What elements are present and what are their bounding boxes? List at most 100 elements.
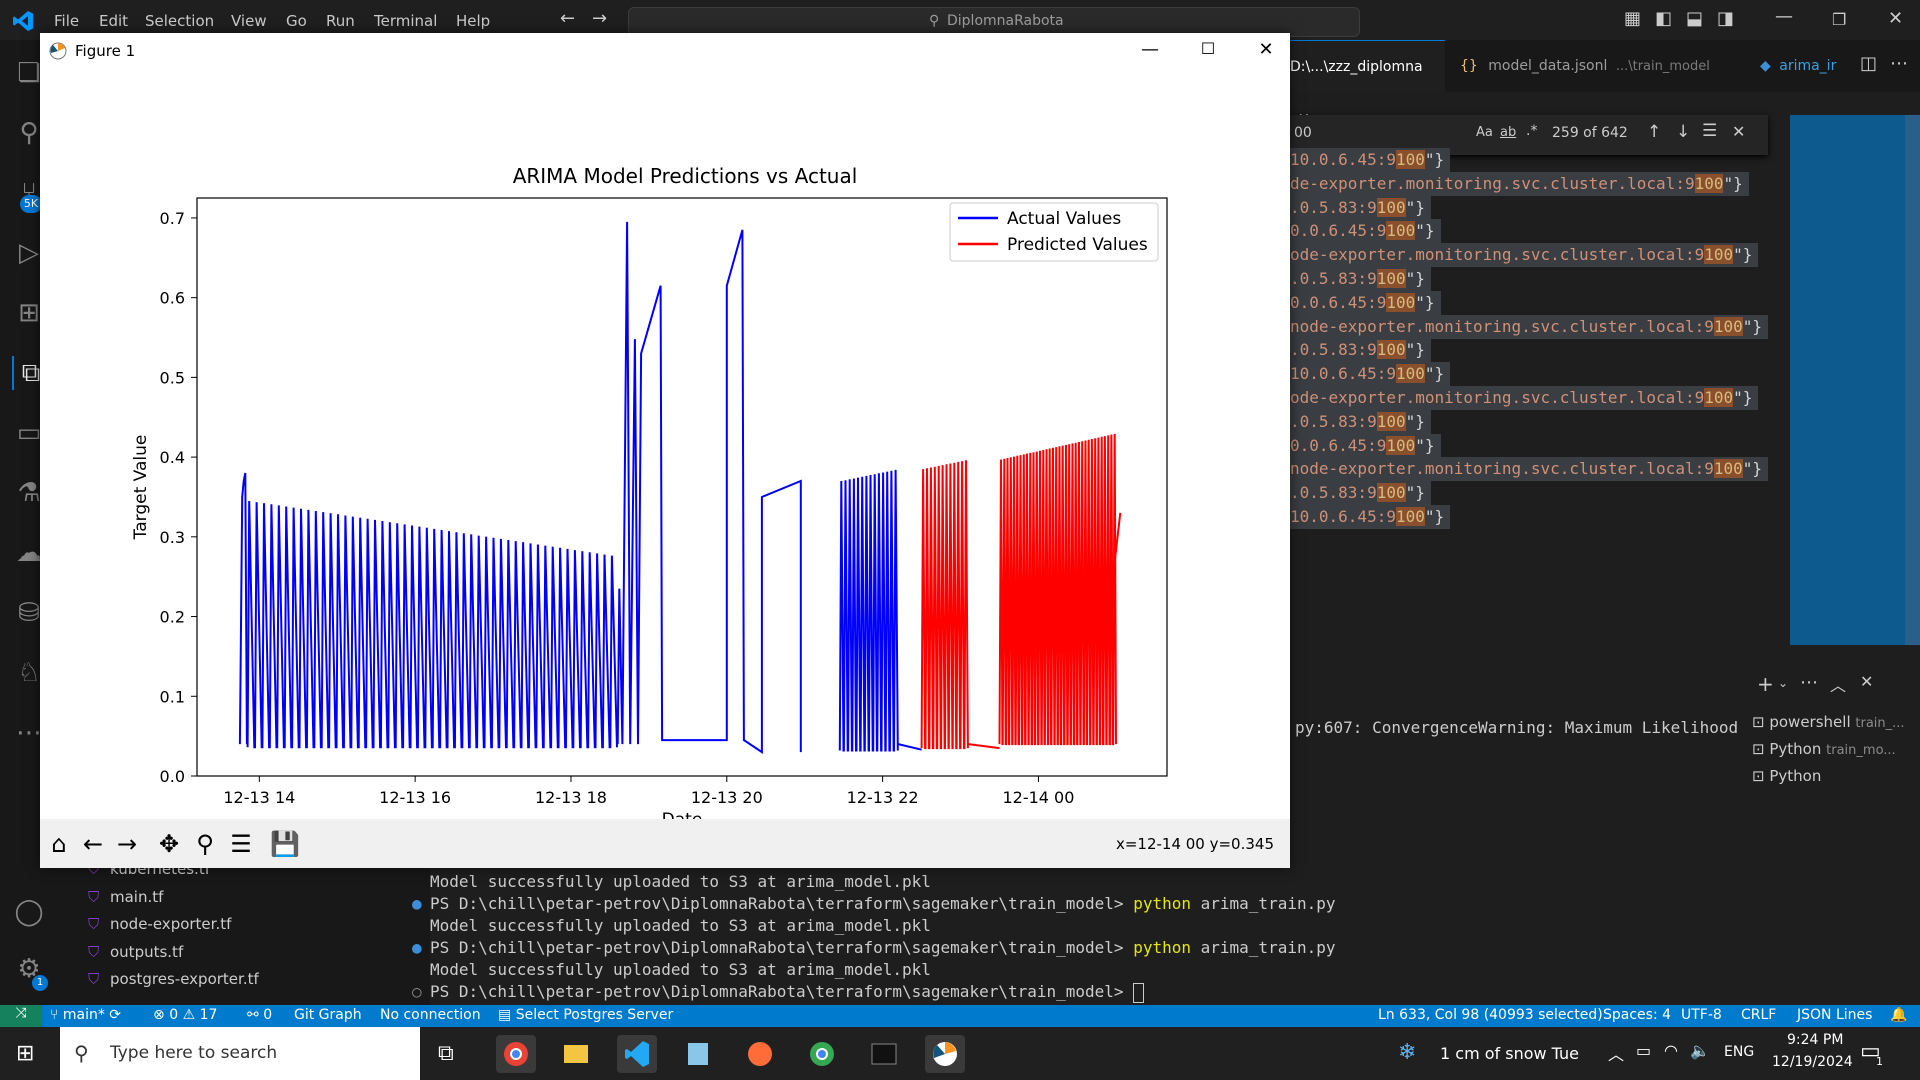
next-match-icon[interactable]: ↓ [1676,122,1691,142]
terminal-item-python-1[interactable]: ⊡ Python train_mo... [1752,740,1896,758]
extensions-icon[interactable]: ⊞ [18,298,40,328]
remote-explorer-icon[interactable]: ⧉ [12,356,48,390]
code-line[interactable]: ode-exporter.monitoring.svc.cluster.loca… [1290,243,1759,268]
notifications-bell-icon[interactable]: 🔔 [1890,1007,1908,1023]
split-editor-icon[interactable]: ◫ [1860,53,1878,74]
postman-app-icon[interactable] [740,1035,780,1073]
menu-view[interactable]: View [231,12,267,30]
task-view-icon[interactable]: ⧉ [438,1041,454,1066]
forward-arrow-icon[interactable]: → [116,830,138,858]
code-line[interactable]: .0.5.83:9100"} [1290,267,1431,291]
code-line[interactable]: 0.0.6.45:9100"} [1290,290,1441,315]
code-line[interactable]: node-exporter.monitoring.svc.cluster.loc… [1290,314,1769,339]
database-icon[interactable]: ⛁ [18,598,40,628]
code-line[interactable]: .0.5.83:9100"} [1290,338,1431,363]
terminal-dropdown-icon[interactable]: ⌄ [1778,676,1789,690]
explorer-icon[interactable]: ❏ [17,58,41,88]
figure-close-icon[interactable]: ✕ [1258,39,1274,60]
matplotlib-app-icon[interactable] [925,1035,965,1073]
new-terminal-icon[interactable]: + [1757,672,1774,696]
menu-file[interactable]: File [54,12,80,30]
postgres-icon[interactable]: ♘ [17,658,41,688]
minimize-icon[interactable]: — [1775,6,1793,27]
code-line[interactable]: .0.5.83:9100"} [1290,195,1431,220]
arima-chart[interactable]: ARIMA Model Predictions vs Actual 0.0 0.1… [40,73,1290,819]
docker-icon[interactable]: ☁ [16,538,42,568]
menu-help[interactable]: Help [456,12,491,30]
pan-icon[interactable]: ✥ [158,830,180,858]
cursor-position[interactable]: Ln 633, Col 98 (40993 selected) [1378,1007,1603,1023]
tab-zzz-diplomna[interactable]: D:\...\zzz_diplomna ✕ [1290,40,1445,127]
terminal-item-powershell[interactable]: ⊡ powershell train_... [1752,713,1905,731]
more-icon[interactable]: ⋯ [16,718,42,748]
toggle-sidebar-icon[interactable]: ◧ [1655,8,1673,29]
code-line[interactable]: de-exporter.monitoring.svc.cluster.local… [1290,171,1749,196]
battery-icon[interactable]: ▭ [1636,1041,1652,1060]
more-actions-icon[interactable]: ⋯ [1890,53,1908,74]
git-branch[interactable]: ⑂ main* ⟳ [50,1007,121,1023]
wifi-icon[interactable]: ◠ [1664,1041,1678,1060]
menu-selection[interactable]: Selection [145,12,215,30]
match-case-toggle[interactable]: Aa [1476,125,1493,140]
command-decoration-icon[interactable]: ○ [412,982,432,1001]
menu-run[interactable]: Run [326,12,355,30]
encoding[interactable]: UTF-8 [1681,1007,1722,1023]
close-icon[interactable]: ✕ [1888,8,1904,29]
weather-text[interactable]: 1 cm of snow Tue [1440,1044,1580,1063]
file-item[interactable]: postgres-exporter.tf [110,970,259,988]
vscode-app-icon[interactable] [617,1035,657,1073]
tab-arima[interactable]: ◆ arima_ir [1760,40,1860,92]
postgres-server-select[interactable]: ▤ Select Postgres Server [498,1007,673,1023]
code-line[interactable]: 0.0.6.45:9100"} [1290,433,1441,458]
remote-icon[interactable]: ▭ [16,418,42,448]
figure-maximize-icon[interactable]: ☐ [1200,39,1216,58]
close-panel-icon[interactable]: ✕ [1860,672,1874,691]
restore-icon[interactable]: ❐ [1832,10,1847,29]
account-icon[interactable]: ◯ [14,897,44,927]
ports-indicator[interactable]: ⚯ 0 [247,1007,272,1023]
search-icon[interactable]: ⚲ [19,118,39,148]
chrome-app-icon[interactable] [496,1035,536,1073]
show-hidden-icons-icon[interactable]: ︿ [1608,1045,1625,1064]
chrome-profile-app-icon[interactable] [802,1035,842,1073]
home-icon[interactable]: ⌂ [51,830,67,858]
code-line[interactable]: 0.0.6.45:9100"} [1290,219,1441,244]
git-graph-button[interactable]: Git Graph [294,1007,362,1023]
match-word-toggle[interactable]: ab [1500,125,1517,140]
taskbar-search-box[interactable]: ⚲ Type here to search [60,1027,420,1080]
volume-icon[interactable]: 🔈 [1690,1041,1710,1060]
file-explorer-app-icon[interactable] [556,1035,596,1073]
close-find-icon[interactable]: ✕ [1732,122,1746,141]
code-line[interactable]: 10.0.6.45:9100"} [1290,362,1451,387]
panel-more-icon[interactable]: ⋯ [1800,672,1818,693]
layout-icon[interactable]: ▦ [1624,8,1642,29]
menu-edit[interactable]: Edit [99,12,129,30]
connection-status[interactable]: No connection [380,1007,481,1023]
find-input[interactable]: 00 [1294,125,1312,141]
nav-forward-icon[interactable]: → [592,8,608,29]
nav-back-icon[interactable]: ← [560,8,576,29]
code-line[interactable]: .0.5.83:9100"} [1290,409,1431,434]
toggle-panel-icon[interactable]: ⬓ [1686,8,1704,29]
file-item[interactable]: outputs.tf [110,942,184,961]
language-mode[interactable]: JSON Lines [1797,1007,1873,1023]
zoom-icon[interactable]: ⚲ [196,830,214,858]
figure-minimize-icon[interactable]: — [1141,39,1159,60]
code-line[interactable]: .0.5.83:9100"} [1290,481,1431,506]
terminal-app-icon[interactable] [864,1035,904,1073]
maximize-panel-icon[interactable]: ︿ [1830,676,1847,695]
file-item[interactable]: main.tf [110,887,164,906]
terminal-output[interactable]: Model successfully uploaded to S3 at ari… [412,872,1710,1003]
regex-toggle[interactable]: .* [1526,123,1538,139]
run-debug-icon[interactable]: ▷ [19,238,39,268]
file-item[interactable]: node-exporter.tf [110,915,232,933]
code-line[interactable]: 10.0.6.45:9100"} [1290,148,1451,172]
toggle-secondary-sidebar-icon[interactable]: ◨ [1717,8,1735,29]
menu-go[interactable]: Go [286,12,307,30]
remote-indicator-icon[interactable]: ⤨ [0,1005,42,1027]
menu-terminal[interactable]: Terminal [374,12,438,30]
clock-date[interactable]: 12/19/2024 [1772,1054,1853,1070]
editor-scrollbar[interactable] [1905,115,1920,645]
problems-indicator[interactable]: ⊗ 0 ⚠ 17 [153,1007,217,1023]
command-decoration-icon[interactable]: ● [412,894,432,913]
